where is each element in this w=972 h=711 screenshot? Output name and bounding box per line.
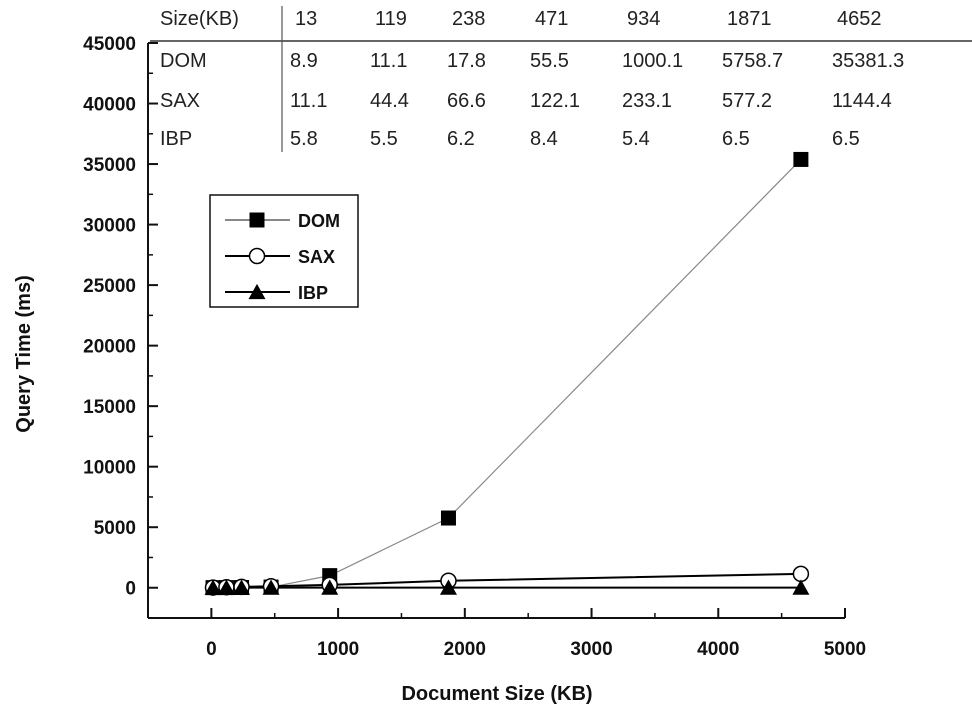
table-header-cell: 13 [295, 8, 317, 30]
table-cell: 6.2 [447, 128, 475, 150]
x-tick-label: 2000 [444, 639, 486, 660]
y-axis-title: Query Time (ms) [13, 275, 35, 432]
table-cell: 233.1 [622, 90, 672, 112]
table-cell: 44.4 [370, 90, 409, 112]
table-cell: 5.5 [370, 128, 398, 150]
data-point-dom [440, 510, 456, 526]
data-point-ibp [217, 579, 235, 595]
series-markers-sax [204, 565, 810, 596]
table-cell: 8.4 [530, 128, 558, 150]
table-cell: 5758.7 [722, 50, 783, 72]
x-tick-label: 1000 [317, 639, 359, 660]
table-header-cell: 238 [452, 8, 485, 30]
table-header-cell: 4652 [837, 8, 882, 30]
legend-label-dom: DOM [298, 211, 340, 231]
table-cell: 8.9 [290, 50, 318, 72]
legend-label-sax: SAX [298, 247, 335, 267]
table-cell: SAX [160, 90, 200, 112]
data-point-ibp [321, 579, 339, 595]
legend-marker-sax [248, 247, 266, 265]
y-tick-label: 45000 [83, 34, 136, 55]
table-cell: 1000.1 [622, 50, 683, 72]
y-tick-label: 0 [125, 579, 136, 600]
table-header-cell: 119 [375, 8, 407, 30]
x-tick-label: 0 [206, 639, 217, 660]
data-point-sax [792, 565, 810, 583]
table-cell: 6.5 [832, 128, 860, 150]
table-cell: 577.2 [722, 90, 772, 112]
table-cell: 35381.3 [832, 50, 904, 72]
legend-box [209, 194, 359, 308]
table-cell: IBP [160, 128, 192, 150]
table-cell: 66.6 [447, 90, 486, 112]
table-cell: 6.5 [722, 128, 750, 150]
y-tick-label: 40000 [83, 95, 136, 116]
table-cell: 1144.4 [832, 90, 892, 112]
legend-marker-dom [249, 212, 265, 228]
y-tick-label: 35000 [83, 155, 136, 176]
data-point-ibp [233, 579, 251, 595]
x-tick-label: 5000 [824, 639, 866, 660]
data-point-ibp [204, 579, 222, 595]
y-tick-label: 10000 [83, 458, 136, 479]
table-header-cell: Size(KB) [160, 8, 239, 30]
data-point-dom [793, 151, 809, 167]
legend-marker-ibp [248, 283, 266, 300]
series-markers-ibp [204, 579, 810, 595]
table-header-cell: 1871 [727, 8, 772, 30]
table-cell: 5.4 [622, 128, 650, 150]
table-cell: 11.1 [290, 90, 327, 112]
table-header-cell: 934 [627, 8, 660, 30]
y-tick-label: 25000 [83, 276, 136, 297]
y-tick-label: 5000 [94, 518, 136, 539]
data-point-ibp [439, 579, 457, 595]
table-cell: 17.8 [447, 50, 486, 72]
table-cell: 122.1 [530, 90, 580, 112]
y-tick-label: 15000 [83, 397, 136, 418]
data-point-ibp [262, 579, 280, 595]
table-cell: DOM [160, 50, 207, 72]
x-axis-title: Document Size (KB) [401, 683, 592, 705]
table-cell: 55.5 [530, 50, 569, 72]
y-tick-label: 20000 [83, 337, 136, 358]
data-point-ibp [792, 579, 810, 595]
y-tick-label: 30000 [83, 216, 136, 237]
table-cell: 11.1 [370, 50, 407, 72]
legend-label-ibp: IBP [298, 283, 328, 303]
table-cell: 5.8 [290, 128, 318, 150]
x-tick-label: 4000 [697, 639, 739, 660]
table-header-cell: 471 [535, 8, 568, 30]
x-tick-label: 3000 [570, 639, 612, 660]
